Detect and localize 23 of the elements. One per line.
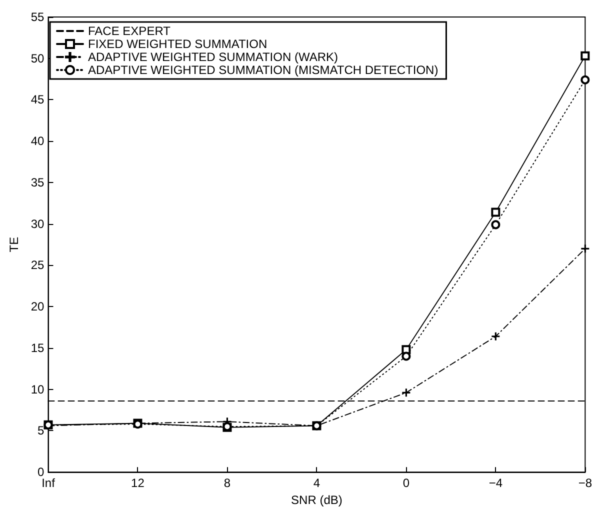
x-tick-label: 4 [313, 476, 320, 490]
x-tick-label: −4 [488, 476, 503, 490]
y-tick-label: 55 [30, 10, 45, 24]
legend-label: FACE EXPERT [88, 24, 172, 38]
legend-label: ADAPTIVE WEIGHTED SUMMATION (WARK) [88, 50, 338, 64]
y-tick-label: 35 [30, 175, 45, 190]
legend-label: ADAPTIVE WEIGHTED SUMMATION (MISMATCH DETECTION) [88, 63, 438, 77]
y-tick-label: 30 [30, 216, 45, 231]
x-axis-title: SNR (dB) [291, 493, 342, 507]
y-tick-label: 20 [30, 300, 45, 314]
x-tick-label: 0 [402, 476, 410, 490]
y-tick-label: 10 [30, 382, 45, 396]
y-tick-label: 25 [30, 258, 45, 272]
y-tick-label: 40 [30, 134, 45, 148]
y-tick-label: 15 [30, 340, 45, 355]
y-tick-label: 45 [30, 92, 45, 107]
y-tick-label: 50 [30, 51, 45, 66]
legend-label: FIXED WEIGHTED SUMMATION [88, 37, 268, 51]
y-axis-title: TE [7, 236, 21, 252]
x-tick-label: −8 [578, 476, 592, 490]
x-tick-label: 12 [131, 476, 145, 490]
y-tick-label: 5 [38, 424, 45, 438]
x-tick-label: 8 [224, 476, 231, 490]
